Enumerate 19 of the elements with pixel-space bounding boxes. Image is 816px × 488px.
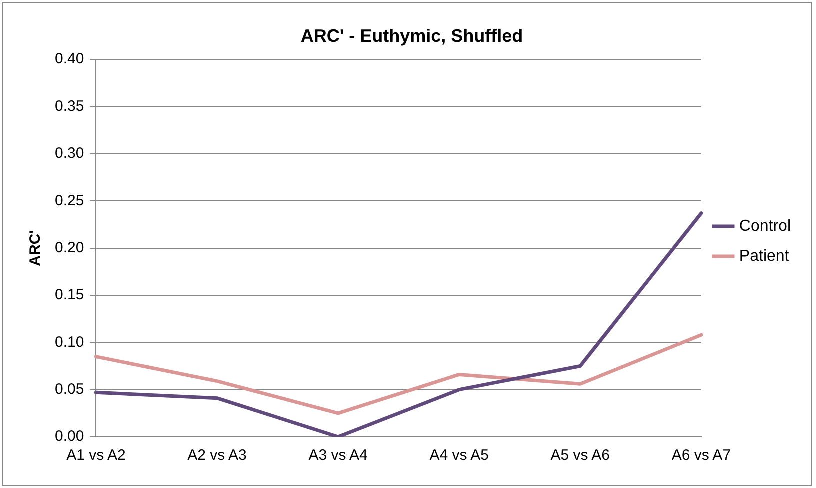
y-tick-label: 0.15 bbox=[54, 286, 84, 304]
y-tick-label: 0.20 bbox=[54, 239, 84, 256]
y-tick-label: 0.00 bbox=[54, 428, 84, 446]
x-tick-label: A6 vs A7 bbox=[672, 447, 732, 464]
legend-label: Patient bbox=[739, 248, 790, 265]
legend-label: Control bbox=[739, 218, 791, 235]
x-tick-label: A3 vs A4 bbox=[308, 447, 368, 464]
chart-title: ARC' - Euthymic, Shuffled bbox=[300, 26, 524, 46]
y-tick-label: 0.05 bbox=[54, 380, 84, 398]
x-tick-label: A5 vs A6 bbox=[550, 447, 610, 464]
y-tick-label: 0.25 bbox=[54, 192, 84, 210]
y-axis-title: ARC' bbox=[27, 230, 44, 266]
x-tick-label: A1 vs A2 bbox=[66, 447, 126, 464]
y-tick-label: 0.40 bbox=[54, 50, 84, 68]
y-tick-label: 0.30 bbox=[54, 145, 84, 162]
x-tick-label: A2 vs A3 bbox=[188, 447, 247, 464]
x-tick-label: A4 vs A5 bbox=[430, 447, 489, 464]
y-tick-label: 0.10 bbox=[54, 334, 84, 351]
y-tick-label: 0.35 bbox=[54, 98, 84, 115]
